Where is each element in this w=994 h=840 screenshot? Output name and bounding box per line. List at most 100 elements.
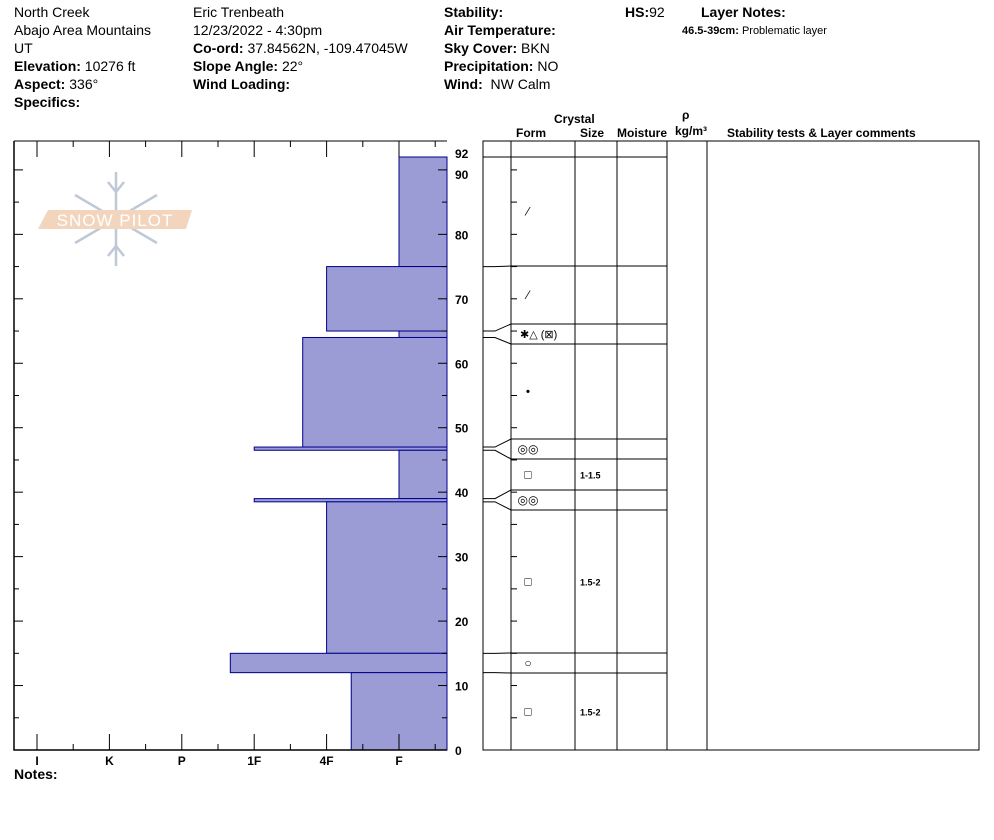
coord-label: Co-ord: (193, 40, 244, 56)
slope: Slope Angle: 22° (193, 57, 303, 75)
aspect-label: Aspect: (14, 76, 66, 92)
aspect: Aspect: 336° (14, 75, 98, 93)
hardness-bar (398, 330, 448, 338)
crystal-size: 1.5-2 (580, 708, 601, 718)
hardness-bar (398, 156, 448, 268)
layer-notes-label: Layer Notes: (701, 3, 786, 21)
wind: Wind: NW Calm (444, 75, 550, 93)
form-header: Form (516, 126, 546, 140)
plot-frame (13, 141, 447, 751)
x-tick-label: F (395, 754, 402, 768)
elevation-label: Elevation: (14, 58, 81, 74)
hs-value: 92 (649, 4, 665, 20)
specifics-label: Specifics: (14, 94, 81, 110)
state: UT (14, 40, 33, 56)
layer-connector (483, 449, 512, 460)
x-tick-label: 4F (320, 754, 334, 768)
stability: Stability: (444, 3, 503, 21)
crystal-form-symbol: • (526, 385, 530, 399)
wind-label: Wind: (444, 76, 483, 92)
y-tick-label: 10 (455, 680, 469, 694)
crystal-size: 1-1.5 (580, 471, 601, 481)
range: Abajo Area Mountains (14, 22, 151, 38)
crystal-form-symbol: □ (524, 468, 531, 482)
layer-connector (483, 323, 512, 332)
wind-loading-label: Wind Loading: (193, 76, 291, 92)
crystal-size: 1.5-2 (580, 578, 601, 588)
hardness-bar (326, 501, 448, 654)
y-tick-label: 70 (455, 293, 469, 307)
wind-value: NW Calm (490, 76, 551, 92)
sky-label: Sky Cover: (444, 40, 518, 56)
air-temp-label: Air Temperature: (444, 22, 556, 38)
elevation-value: 10276 ft (84, 58, 136, 74)
y-tick-label: 60 (455, 357, 469, 371)
moisture-header: Moisture (617, 126, 668, 140)
location: North Creek (14, 4, 90, 20)
x-tick-label: I (35, 754, 38, 768)
precipitation: Precipitation: NO (444, 57, 558, 75)
precip-value: NO (537, 58, 559, 74)
crystal-form-symbol: ⁄ (524, 288, 531, 302)
logo-text: SNOW PILOT (57, 211, 174, 230)
y-tick-label: 20 (455, 615, 469, 629)
hs: HS:92 (625, 3, 665, 21)
coord-value: 37.84562N, -109.47045W (247, 40, 408, 56)
layer-table-frame (482, 140, 980, 751)
logo-banner (38, 210, 192, 229)
hs-label: HS: (625, 4, 650, 20)
layer-notes-title: Layer Notes: (701, 4, 786, 20)
specifics: Specifics: (14, 93, 80, 111)
y-tick-label: 40 (455, 486, 469, 500)
sky-value: BKN (521, 40, 550, 56)
elevation: Elevation: 10276 ft (14, 57, 135, 75)
crystal-form-symbol: ⁄ (524, 205, 531, 219)
layer-connector (483, 438, 512, 448)
hardness-bar (302, 336, 448, 448)
crystal-form-symbol: ✱△ (⊠) (520, 329, 557, 341)
notes-label: Notes: (14, 766, 58, 782)
slope-value: 22° (281, 58, 304, 74)
y-tick-label: 92 (455, 147, 469, 161)
crystal-header: Crystal (554, 112, 595, 126)
y-tick-label: 80 (455, 228, 469, 242)
comments-header: Stability tests & Layer comments (727, 126, 916, 140)
sky-cover: Sky Cover: BKN (444, 39, 550, 57)
wind-loading: Wind Loading: (193, 75, 290, 93)
crystal-form-symbol: □ (524, 705, 531, 719)
layer-note-range: 46.5-39cm: (682, 25, 739, 37)
layer-note: 46.5-39cm: Problematic layer (682, 22, 827, 40)
y-tick-label: 30 (455, 551, 469, 565)
density-header: kg/m³ (675, 124, 708, 138)
x-tick-label: P (178, 754, 186, 768)
hardness-bar (229, 652, 448, 674)
layer-note-text: Problematic layer (741, 25, 827, 37)
y-tick-label: 90 (455, 168, 469, 182)
stability-label: Stability: (444, 4, 504, 20)
aspect-value: 336° (69, 76, 99, 92)
precip-label: Precipitation: (444, 58, 534, 74)
hardness-bar (253, 446, 448, 451)
rho-header: ρ (682, 108, 690, 122)
y-tick-label: 0 (455, 744, 462, 758)
layer-connector (483, 501, 512, 511)
snowpilot-logo: SNOW PILOT (38, 172, 192, 266)
observer: Eric Trenbeath (193, 4, 285, 20)
y-tick-label: 50 (455, 422, 469, 436)
layer-connector (483, 489, 512, 500)
x-tick-label: 1F (247, 754, 261, 768)
size-header: Size (580, 126, 605, 140)
crystal-form-symbol: ◎◎ (518, 493, 539, 507)
hardness-bar (398, 449, 448, 500)
crystal-form-symbol: □ (524, 575, 531, 589)
coord: Co-ord: 37.84562N, -109.47045W (193, 39, 408, 57)
air-temperature: Air Temperature: (444, 21, 556, 39)
x-tick-label: K (105, 754, 114, 768)
slope-label: Slope Angle: (193, 58, 279, 74)
crystal-form-symbol: ◎◎ (518, 442, 539, 456)
layer-connector (483, 265, 512, 268)
hardness-bar (326, 266, 448, 332)
crystal-form-symbol: ○ (524, 656, 531, 670)
layer-connector (483, 336, 512, 345)
